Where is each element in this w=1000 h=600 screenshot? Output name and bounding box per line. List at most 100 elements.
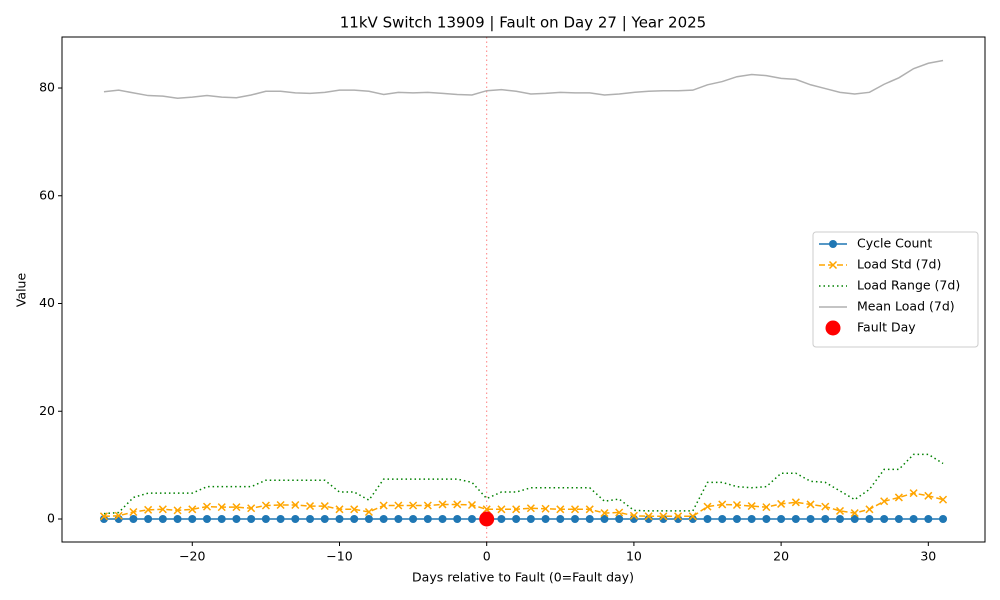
marker <box>320 502 329 511</box>
marker <box>467 514 476 523</box>
marker <box>438 514 447 523</box>
marker <box>865 505 874 514</box>
marker <box>526 504 535 513</box>
marker <box>482 505 491 514</box>
x-tick-label: 0 <box>483 549 491 564</box>
marker <box>453 500 462 509</box>
marker <box>320 514 329 523</box>
marker <box>806 500 815 509</box>
marker <box>335 514 344 523</box>
y-tick-label: 60 <box>39 187 55 202</box>
legend-label: Load Range (7d) <box>857 278 960 293</box>
marker <box>880 514 889 523</box>
marker <box>703 514 712 523</box>
marker <box>732 514 741 523</box>
marker <box>350 505 359 514</box>
marker <box>512 514 521 523</box>
marker <box>423 501 432 510</box>
x-tick-label: 30 <box>920 549 936 564</box>
marker <box>364 507 373 517</box>
marker <box>894 493 903 502</box>
marker <box>99 514 108 523</box>
marker <box>791 498 800 507</box>
marker <box>556 505 565 514</box>
marker <box>423 514 432 523</box>
marker <box>835 506 845 515</box>
marker <box>379 501 388 510</box>
marker <box>526 514 535 523</box>
marker <box>497 505 506 514</box>
marker <box>850 514 859 523</box>
marker <box>144 514 153 523</box>
marker <box>909 514 918 523</box>
marker <box>791 514 800 523</box>
marker <box>379 514 388 523</box>
marker <box>409 514 418 523</box>
marker <box>762 514 771 523</box>
marker <box>129 514 138 523</box>
y-tick-label: 20 <box>39 403 55 418</box>
marker <box>203 514 212 523</box>
marker <box>158 505 167 514</box>
marker <box>232 503 241 512</box>
y-tick-label: 40 <box>39 295 55 310</box>
x-tick-label: 10 <box>626 549 642 564</box>
plot-frame <box>61 36 986 543</box>
legend-box <box>812 231 979 348</box>
marker <box>777 514 786 523</box>
x-tick-label: −10 <box>326 549 352 564</box>
x-tick-label: 20 <box>773 549 789 564</box>
marker <box>261 501 270 510</box>
marker <box>291 500 300 510</box>
marker <box>306 502 315 511</box>
marker <box>821 502 830 511</box>
marker <box>850 509 859 518</box>
fault-point <box>479 511 495 527</box>
marker <box>364 514 373 523</box>
marker <box>291 514 300 523</box>
marker <box>556 514 565 523</box>
marker <box>409 501 418 510</box>
marker <box>806 514 815 523</box>
marker <box>821 514 830 523</box>
y-tick-label: 0 <box>47 510 55 525</box>
marker <box>158 514 167 523</box>
marker <box>570 505 580 514</box>
marker <box>247 514 256 523</box>
marker <box>924 491 933 500</box>
marker <box>777 499 786 508</box>
marker <box>629 511 638 520</box>
marker <box>188 514 197 523</box>
marker <box>541 504 550 513</box>
marker <box>732 500 741 510</box>
legend-marker <box>825 320 841 336</box>
marker <box>688 514 697 523</box>
marker <box>762 503 771 512</box>
marker <box>394 501 403 510</box>
legend-marker <box>828 260 838 270</box>
marker <box>865 514 874 523</box>
marker <box>939 514 948 523</box>
y-tick-label: 80 <box>39 80 55 95</box>
marker <box>261 514 270 523</box>
marker <box>909 489 918 498</box>
marker <box>615 508 624 517</box>
legend-label: Mean Load (7d) <box>857 299 955 314</box>
marker <box>453 514 462 523</box>
marker <box>703 502 712 511</box>
legend-marker <box>829 240 837 248</box>
marker <box>600 514 609 523</box>
marker <box>335 505 344 514</box>
marker <box>894 514 903 523</box>
chart-title: 11kV Switch 13909 | Fault on Day 27 | Ye… <box>340 14 706 32</box>
marker <box>688 512 697 521</box>
marker <box>718 500 727 509</box>
marker <box>835 514 844 523</box>
marker <box>350 514 359 523</box>
marker <box>585 505 594 514</box>
legend-label: Load Std (7d) <box>857 257 941 272</box>
marker <box>232 514 241 523</box>
y-axis-label: Value <box>14 273 29 308</box>
x-tick-label: −20 <box>179 549 205 564</box>
